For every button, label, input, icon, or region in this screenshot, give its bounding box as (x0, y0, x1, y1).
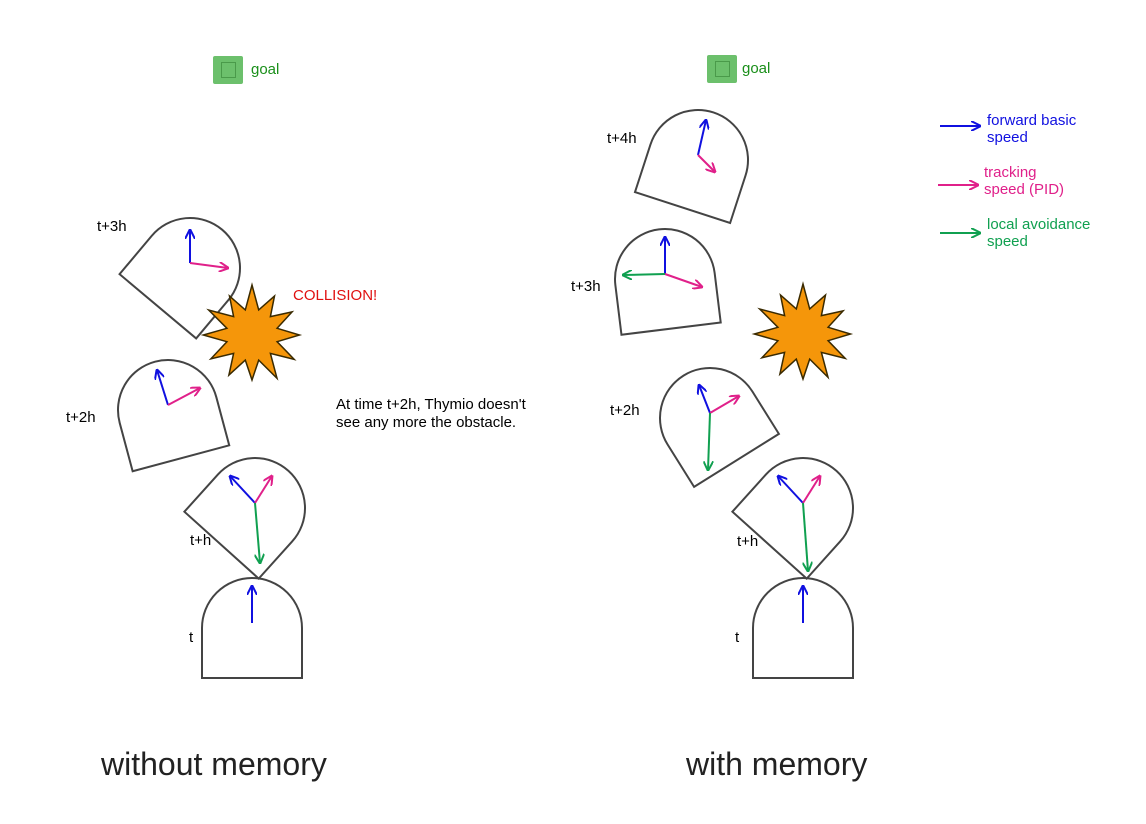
legend-tracking-line-1: tracking (984, 164, 1037, 181)
time-label-left-t-3h: t+3h (97, 218, 127, 235)
caption-with-memory: with memory (686, 746, 868, 782)
time-label-left-t-2h: t+2h (66, 409, 96, 426)
robot-right-t-h (730, 457, 854, 581)
legend-forward-label: forward basic speed (987, 112, 1076, 146)
forward-speed-arrow-left-t-2h (157, 370, 169, 406)
robot-body-right-t-2h (659, 367, 781, 489)
time-label-left-t-h: t+h (190, 532, 212, 549)
time-label-right-t-3h: t+3h (571, 278, 601, 295)
goal-marker-right (707, 55, 737, 83)
forward-speed-arrow-right-t-4h (697, 120, 706, 156)
note-text: At time t+2h, Thymio doesn't see any mor… (336, 396, 576, 432)
legend-forward-line-1: forward basic (987, 112, 1077, 129)
robot-left-t-3h (118, 217, 241, 340)
collision-star-left (200, 282, 303, 383)
note-line-1: At time t+2h, Thymio doesn't (336, 396, 526, 413)
tracking-speed-arrow-right-t-3h (664, 273, 702, 287)
robot-right-t-4h (633, 109, 749, 225)
legend-avoidance-line-2: speed (987, 233, 1028, 250)
robot-body-right-t-3h (614, 228, 722, 336)
tracking-speed-arrow-left-t-2h (167, 388, 200, 406)
time-label-right-t-h: t+h (737, 533, 759, 550)
robot-body-left-t-2h (117, 359, 231, 473)
forward-speed-arrow-right-t-h (778, 476, 804, 504)
robot-body-left-t-h (182, 457, 306, 581)
robot-right-t-2h (659, 367, 781, 489)
forward-speed-arrow-left-t-h (230, 476, 256, 504)
legend-forward-line-2: speed (987, 129, 1028, 146)
robot-body-left-t (201, 577, 303, 679)
avoidance-speed-arrow-right-t-3h (623, 274, 666, 275)
tracking-speed-arrow-left-t-3h (189, 263, 228, 268)
note-line-2: see any more the obstacle. (336, 414, 517, 431)
legend-tracking-label: tracking speed (PID) (984, 164, 1064, 198)
caption-without-memory: without memory (101, 746, 327, 782)
goal-label-right: goal (742, 60, 771, 77)
robot-body-left-t-3h (118, 217, 241, 340)
legend-avoidance-line-1: local avoidance (987, 216, 1091, 233)
robot-right-t (752, 577, 854, 679)
goal-label-left: goal (251, 61, 280, 78)
robot-right-t-3h (614, 228, 722, 336)
goal-marker-left (213, 56, 243, 84)
tracking-speed-arrow-right-t-2h (709, 396, 739, 414)
time-label-right-t-4h: t+4h (607, 130, 637, 147)
avoidance-speed-arrow-right-t-2h (708, 412, 710, 470)
collision-star-right (751, 281, 854, 382)
time-label-right-t: t (735, 629, 740, 646)
robots-layer (117, 109, 854, 679)
collision-label: COLLISION! (293, 287, 378, 304)
robot-left-t-2h (117, 359, 231, 473)
legend-tracking-line-2: speed (PID) (984, 181, 1065, 198)
forward-speed-arrow-right-t-2h (699, 385, 711, 414)
tracking-speed-arrow-right-t-h (802, 476, 820, 504)
robot-left-t (201, 577, 303, 679)
robot-left-t-h (182, 457, 306, 581)
avoidance-speed-arrow-right-t-h (802, 502, 808, 571)
tracking-speed-arrow-left-t-h (254, 476, 272, 504)
collision-stars-layer (200, 281, 854, 383)
time-label-left-t: t (189, 629, 194, 646)
time-label-right-t-2h: t+2h (610, 402, 640, 419)
legend-avoidance-label: local avoidance speed (987, 216, 1090, 250)
legend-arrows-layer (938, 126, 980, 233)
robot-body-right-t-h (730, 457, 854, 581)
tracking-speed-arrow-right-t-4h (697, 154, 715, 172)
robot-body-right-t-4h (633, 109, 749, 225)
avoidance-speed-arrow-left-t-h (254, 502, 260, 563)
